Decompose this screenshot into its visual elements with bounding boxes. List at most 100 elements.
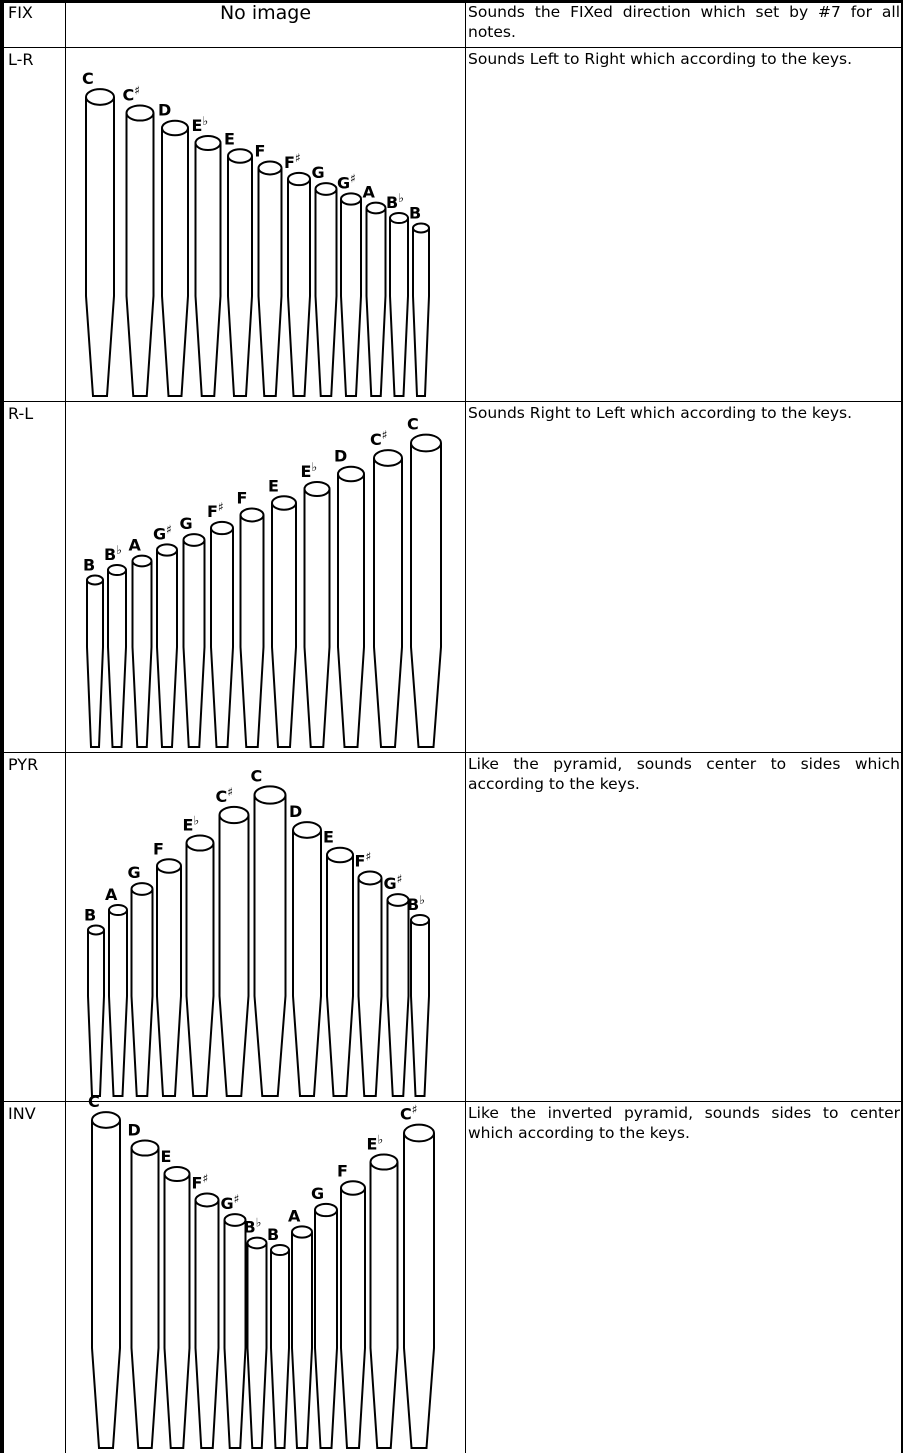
note-accidental: ♭	[398, 191, 404, 205]
note-letter: E	[183, 815, 194, 834]
note-letter: C	[251, 766, 263, 785]
pipe	[340, 1180, 366, 1449]
pipe-cap	[291, 1225, 313, 1239]
pipe-cap	[386, 893, 410, 907]
note-accidental: ♯	[218, 500, 224, 514]
pipe-cap	[87, 924, 105, 936]
pipe-cap	[287, 171, 311, 187]
note-label: F♯	[207, 500, 224, 521]
pipe-body	[194, 1200, 220, 1449]
note-label: B	[83, 556, 95, 575]
mode-label: PYR	[8, 755, 39, 774]
pipe-cap	[85, 88, 115, 106]
pipe-cap	[326, 846, 354, 864]
pipe-body	[303, 489, 331, 748]
note-label: C	[88, 1092, 100, 1111]
pipe-cap	[182, 533, 206, 547]
pipe-body	[210, 528, 234, 748]
pipe	[223, 1213, 247, 1449]
pipe-cap	[210, 520, 234, 536]
pipe-cap	[194, 1192, 220, 1208]
pipe	[291, 1225, 313, 1449]
note-label: E♭	[367, 1132, 384, 1153]
pipe-cap	[403, 1123, 435, 1143]
pipe-body	[91, 1120, 121, 1449]
note-letter: C	[370, 430, 382, 449]
pipe-cap	[223, 1213, 247, 1227]
pipe-cap	[314, 1202, 338, 1218]
pipe-body	[369, 1162, 399, 1449]
pipe-body	[253, 795, 287, 1097]
pipe-body	[357, 878, 383, 1097]
pipe-cap	[357, 870, 383, 886]
note-label: G♯	[337, 171, 356, 192]
note-label: B♭	[104, 543, 122, 564]
note-letter: G	[153, 524, 166, 543]
note-letter: A	[363, 183, 376, 202]
pipe-cap	[389, 211, 409, 225]
pipe	[389, 211, 409, 397]
note-label: G♯	[221, 1192, 240, 1213]
pipe-body	[412, 228, 430, 397]
note-letter: D	[334, 447, 347, 466]
note-label: A	[105, 885, 118, 904]
pipe-cap	[410, 913, 430, 927]
note-accidental: ♭	[116, 543, 122, 557]
note-label: B♭	[386, 191, 404, 212]
description: Like the inverted pyramid, sounds sides …	[468, 1104, 900, 1142]
pipe	[239, 507, 265, 748]
pipe	[161, 119, 189, 397]
note-letter: F	[284, 153, 295, 172]
pipe-cap	[194, 135, 222, 151]
pipe	[156, 543, 178, 748]
note-label: B	[84, 906, 96, 925]
note-label: C♯	[400, 1103, 418, 1124]
pipe-cap	[86, 574, 104, 586]
note-letter: G	[311, 1184, 324, 1203]
note-letter: G	[337, 173, 350, 192]
note-accidental: ♭	[311, 460, 317, 474]
note-label: C♯	[123, 83, 141, 104]
pipe-body	[163, 1174, 191, 1449]
pipe-body	[403, 1133, 435, 1449]
note-accidental: ♯	[382, 428, 388, 442]
description: Sounds the FIXed direction which set by …	[468, 3, 900, 41]
pipe-body	[223, 1220, 247, 1449]
description: Sounds Right to Left which according to …	[468, 404, 853, 422]
pipe	[412, 222, 430, 397]
note-label: F	[237, 489, 248, 508]
note-letter: C	[123, 85, 135, 104]
pipe	[357, 870, 383, 1097]
note-letter: E	[192, 116, 203, 135]
pipe-cap	[292, 821, 322, 839]
note-label: D	[334, 447, 347, 466]
pipe-body	[227, 156, 253, 397]
pipe-cap	[185, 834, 215, 852]
note-accidental: ♯	[202, 1172, 208, 1186]
note-letter: C	[82, 69, 94, 88]
note-letter: E	[301, 462, 312, 481]
note-label: G	[180, 514, 193, 533]
note-letter: C	[400, 1105, 412, 1124]
note-label: G	[311, 1184, 324, 1203]
note-label: G	[312, 163, 325, 182]
note-letter: B	[84, 906, 96, 925]
note-letter: B	[267, 1225, 279, 1244]
note-label: E	[323, 828, 334, 847]
pipe	[163, 1166, 191, 1449]
pipe-cap	[369, 1153, 399, 1171]
note-label: D	[158, 101, 171, 120]
note-accidental: ♭	[193, 813, 199, 827]
pipe	[185, 834, 215, 1097]
note-label: C♯	[370, 428, 388, 449]
pipe-body	[156, 550, 178, 748]
note-label: E	[268, 476, 279, 495]
note-accidental: ♭	[377, 1132, 383, 1146]
pipe-body	[182, 540, 206, 748]
note-letter: F	[255, 142, 266, 161]
note-letter: B	[407, 895, 419, 914]
pipe-body	[292, 830, 322, 1097]
pipe-body	[131, 561, 153, 748]
pipe-body	[410, 920, 430, 1097]
